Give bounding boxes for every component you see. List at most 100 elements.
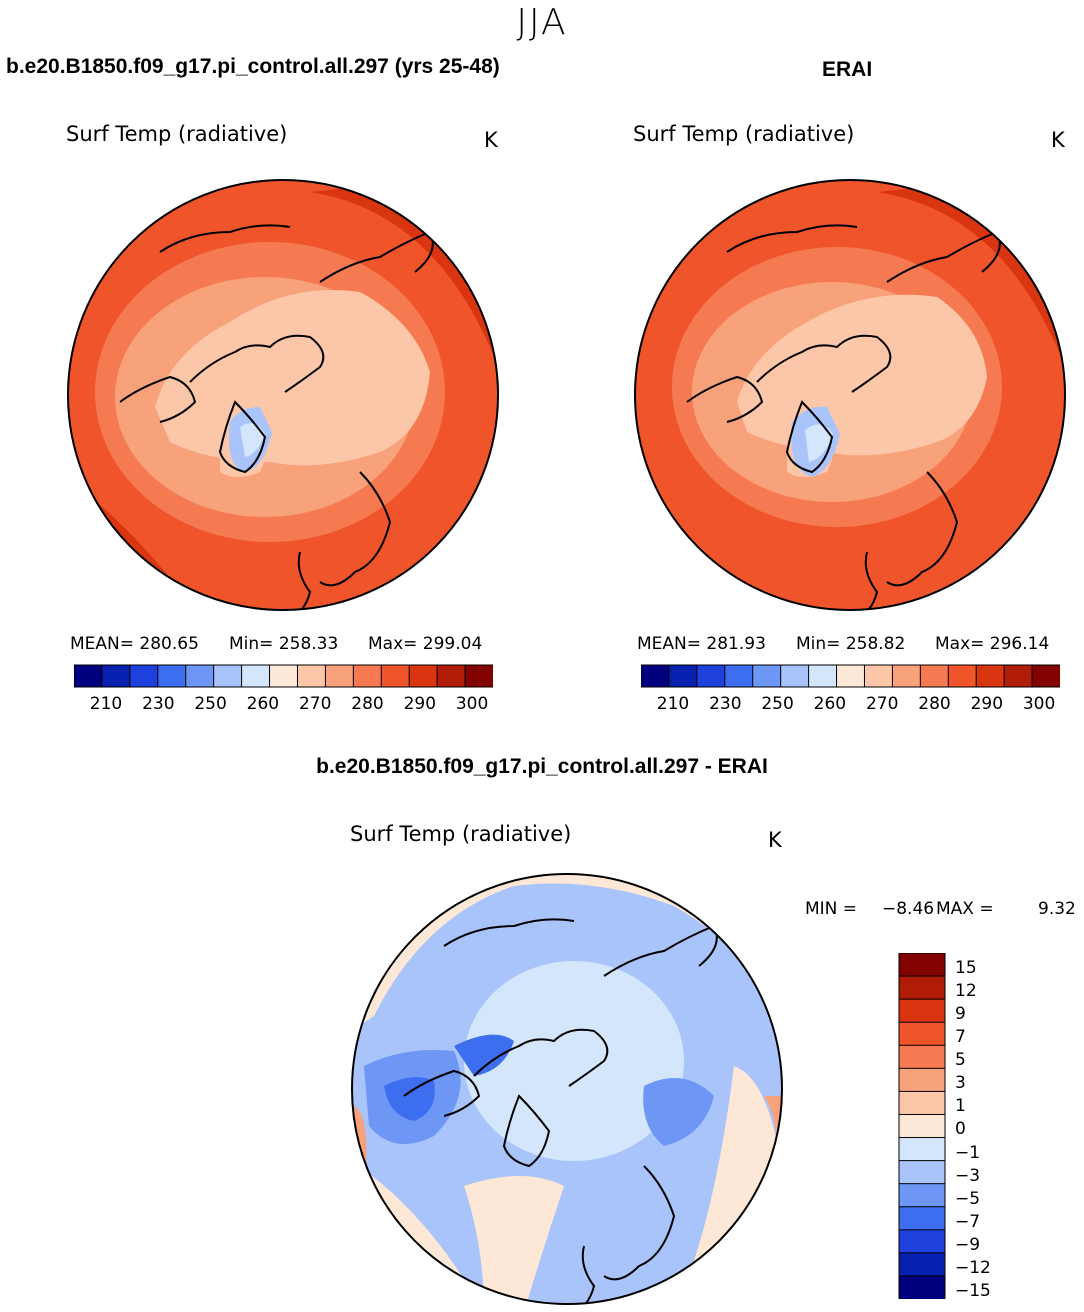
diff-min-value: −8.46: [882, 899, 935, 919]
diff-colorbar-swatch: [898, 1021, 946, 1047]
diff-min-label: MIN =: [805, 899, 858, 919]
obs-colorbar-tick-label: 270: [865, 694, 899, 714]
model-panel-title: b.e20.B1850.f09_g17.pi_control.all.297 (…: [6, 55, 500, 78]
model-coastlines: [119, 224, 434, 610]
model-colorbar-swatch: [129, 664, 159, 688]
model-colorbar-swatch: [436, 664, 467, 688]
model-colorbar-swatch: [352, 664, 383, 688]
model-colorbar-swatch: [157, 664, 187, 688]
diff-max-label: MAX =: [936, 899, 994, 919]
diff-cold-archipelago: [454, 1034, 514, 1076]
model-colorbar-swatch: [213, 664, 243, 688]
diff-colorbar-swatch: [898, 1229, 946, 1254]
obs-hot-region: [877, 180, 1065, 610]
model-variable-label: Surf Temp (radiative): [66, 122, 288, 146]
diff-colorbar-tick-label: −5: [955, 1188, 981, 1209]
diff-colorbar-swatch: [898, 1183, 946, 1208]
obs-colorbar-swatch: [808, 664, 838, 688]
diff-colorbar-swatch: [898, 1252, 946, 1277]
diff-colorbar-tick-label: 9: [955, 1004, 966, 1025]
obs-colorbar-swatch: [919, 664, 950, 688]
diff-colorbar-swatch: [898, 1275, 946, 1299]
model-colorbar-tick-label: 210: [89, 694, 123, 714]
obs-colorbar-swatch: [863, 664, 894, 688]
diff-colorbar-tick-label: 0: [955, 1119, 966, 1140]
model-colorbar-tick-label: 250: [194, 694, 227, 714]
diff-near-zero-core: [464, 961, 684, 1161]
obs-mean: MEAN= 281.93: [637, 634, 766, 654]
obs-colorbar-swatch: [752, 664, 782, 688]
diff-map-border: [351, 873, 783, 1305]
diff-warm-atlantic: [464, 1176, 564, 1304]
obs-max: Max= 296.14: [935, 634, 1050, 654]
obs-colorbar-swatch: [641, 664, 670, 688]
obs-colorbar-swatch: [780, 664, 810, 688]
obs-colorbar-swatch: [975, 664, 1006, 688]
diff-variable-label: Surf Temp (radiative): [350, 822, 572, 846]
model-colorbar-swatch: [380, 664, 411, 688]
diff-colorbar-tick-label: 5: [955, 1050, 966, 1071]
model-colorbar-tick-label: 290: [403, 694, 437, 714]
season-title: JJA: [516, 2, 568, 43]
obs-variable-label: Surf Temp (radiative): [633, 122, 855, 146]
model-colorbar-swatch: [464, 664, 493, 688]
diff-colorbar-swatch: [898, 1206, 946, 1231]
diff-colorbar-tick-label: −1: [955, 1142, 981, 1163]
diff-colorbar-tick-label: 7: [955, 1027, 966, 1048]
obs-colorbar-swatch: [836, 664, 866, 688]
diff-colorbar-swatch: [898, 998, 946, 1024]
obs-colorbar-tick-label: 250: [761, 694, 794, 714]
obs-coastlines: [686, 224, 1001, 610]
model-colorbar-tick-label: 280: [351, 694, 384, 714]
model-units-label: K: [484, 128, 498, 152]
diff-colorbar-swatch: [898, 975, 946, 1001]
diff-cold-eurasia: [643, 1078, 714, 1146]
model-colorbar-swatch: [408, 664, 439, 688]
obs-map-border: [634, 179, 1066, 611]
obs-colorbar-swatch: [696, 664, 726, 688]
diff-colorbar-tick-label: 15: [955, 957, 977, 978]
model-cold-core: [155, 290, 430, 466]
diff-coastlines: [403, 918, 718, 1304]
model-colorbar-tick-label: 270: [298, 694, 332, 714]
model-hot-region: [310, 180, 498, 610]
obs-polar-map: [634, 179, 1066, 611]
obs-greenland-summit: [805, 424, 833, 462]
diff-warm-rim-north: [352, 874, 782, 1036]
diff-colorbar-tick-label: −7: [955, 1211, 981, 1232]
obs-colorbar-swatch: [947, 664, 978, 688]
model-map-border: [67, 179, 499, 611]
diff-colorbar-tick-label: −15: [955, 1280, 991, 1301]
obs-colorbar-swatch: [1031, 664, 1060, 688]
obs-colorbar-tick-label: 260: [813, 694, 847, 714]
diff-colorbar-tick-label: 3: [955, 1073, 966, 1094]
diff-polar-map: [351, 873, 783, 1305]
obs-colorbar-tick-label: 290: [970, 694, 1004, 714]
diff-colorbar-swatch: [898, 1137, 946, 1162]
diff-colorbar-swatch: [898, 1113, 946, 1139]
diff-colorbar-tick-label: −3: [955, 1165, 981, 1186]
obs-colorbar: [641, 664, 1060, 688]
diff-colorbar-swatch: [898, 1160, 946, 1185]
diff-colorbar-swatch: [898, 1067, 946, 1093]
obs-colorbar-tick-label: 210: [656, 694, 690, 714]
obs-colorbar-tick-label: 300: [1022, 694, 1056, 714]
obs-colorbar-swatch: [724, 664, 754, 688]
model-colorbar-swatch: [296, 664, 327, 688]
obs-colorbar-tick-label: 280: [918, 694, 951, 714]
obs-colorbar-swatch: [1003, 664, 1034, 688]
model-colorbar-tick-label: 230: [142, 694, 175, 714]
model-min: Min= 258.33: [229, 634, 339, 654]
model-colorbar-swatch: [101, 664, 131, 688]
diff-colorbar-tick-label: −9: [955, 1234, 981, 1255]
diff-colorbar-swatch: [898, 1044, 946, 1070]
model-max: Max= 299.04: [368, 634, 483, 654]
obs-colorbar-swatch: [668, 664, 698, 688]
model-mean: MEAN= 280.65: [70, 634, 199, 654]
model-colorbar-tick-label: 300: [455, 694, 489, 714]
diff-colorbar: [898, 953, 946, 1299]
model-colorbar-swatch: [269, 664, 299, 688]
model-colorbar-swatch: [241, 664, 271, 688]
diff-colorbar-swatch: [898, 1090, 946, 1116]
obs-panel-title: ERAI: [822, 58, 873, 81]
